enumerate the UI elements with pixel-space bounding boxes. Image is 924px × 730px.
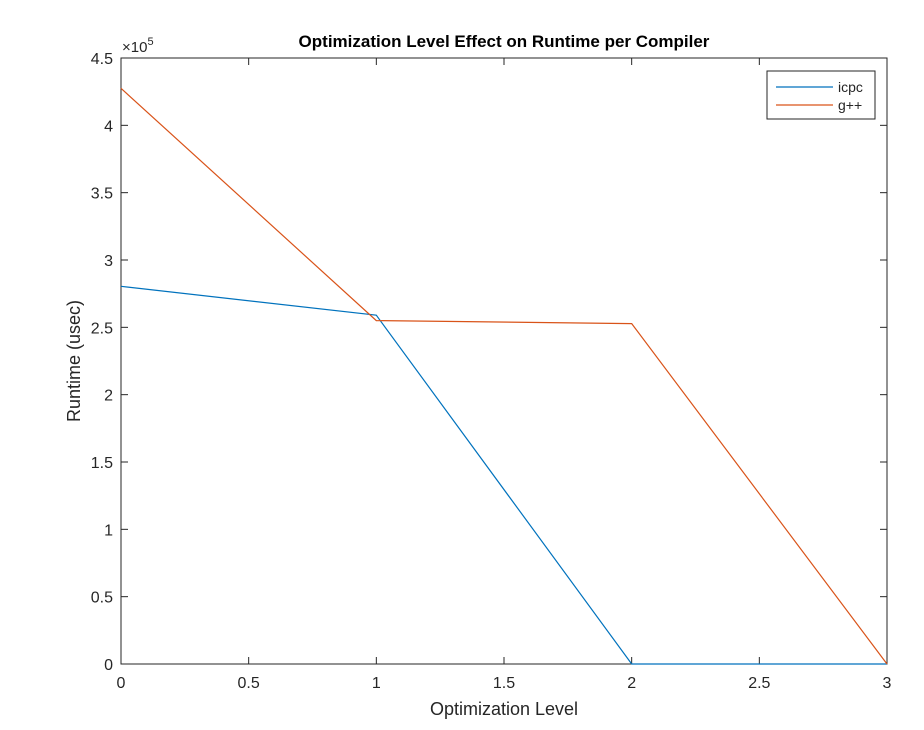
x-tick-label: 1 bbox=[372, 675, 381, 692]
legend-label: g++ bbox=[838, 97, 862, 113]
series-lines bbox=[120, 87, 888, 665]
y-exponent-prefix: ×10 bbox=[122, 39, 147, 56]
y-tick-label: 0.5 bbox=[91, 590, 113, 607]
axis-ticks: 0 0.5 1 1.5 2 2.5 3 0 0.5 1 1.5 2 2.5 3 3.5 4 4.5 bbox=[91, 51, 892, 692]
series-line-1 bbox=[120, 87, 888, 665]
y-axis-label: Runtime (usec) bbox=[64, 300, 84, 422]
y-tick-label: 2.5 bbox=[91, 320, 113, 337]
legend: icpc g++ bbox=[766, 70, 876, 120]
legend-label: icpc bbox=[838, 79, 863, 95]
x-tick-label: 0 bbox=[117, 675, 126, 692]
x-tick-label: 1.5 bbox=[493, 675, 515, 692]
plot-area bbox=[120, 57, 888, 665]
y-tick-label: 1 bbox=[104, 522, 113, 539]
series-line-0 bbox=[120, 285, 887, 665]
y-tick-label: 3.5 bbox=[91, 186, 113, 203]
y-tick-label: 3 bbox=[104, 253, 113, 270]
x-tick-label: 0.5 bbox=[238, 675, 260, 692]
x-tick-label: 3 bbox=[883, 675, 892, 692]
y-tick-label: 4.5 bbox=[91, 51, 113, 68]
y-tick-label: 2 bbox=[104, 388, 113, 405]
chart-title: Optimization Level Effect on Runtime per… bbox=[299, 32, 710, 51]
y-tick-label: 0 bbox=[104, 657, 113, 674]
y-tick-label: 4 bbox=[104, 118, 113, 135]
svg-text:×105: ×105 bbox=[122, 36, 154, 56]
x-tick-label: 2 bbox=[627, 675, 636, 692]
y-exponent-power: 5 bbox=[147, 36, 153, 48]
y-tick-label: 1.5 bbox=[91, 455, 113, 472]
legend-box bbox=[766, 70, 876, 120]
x-tick-label: 2.5 bbox=[748, 675, 770, 692]
y-axis-exponent: ×105 bbox=[122, 36, 154, 56]
x-axis-label: Optimization Level bbox=[430, 699, 578, 719]
